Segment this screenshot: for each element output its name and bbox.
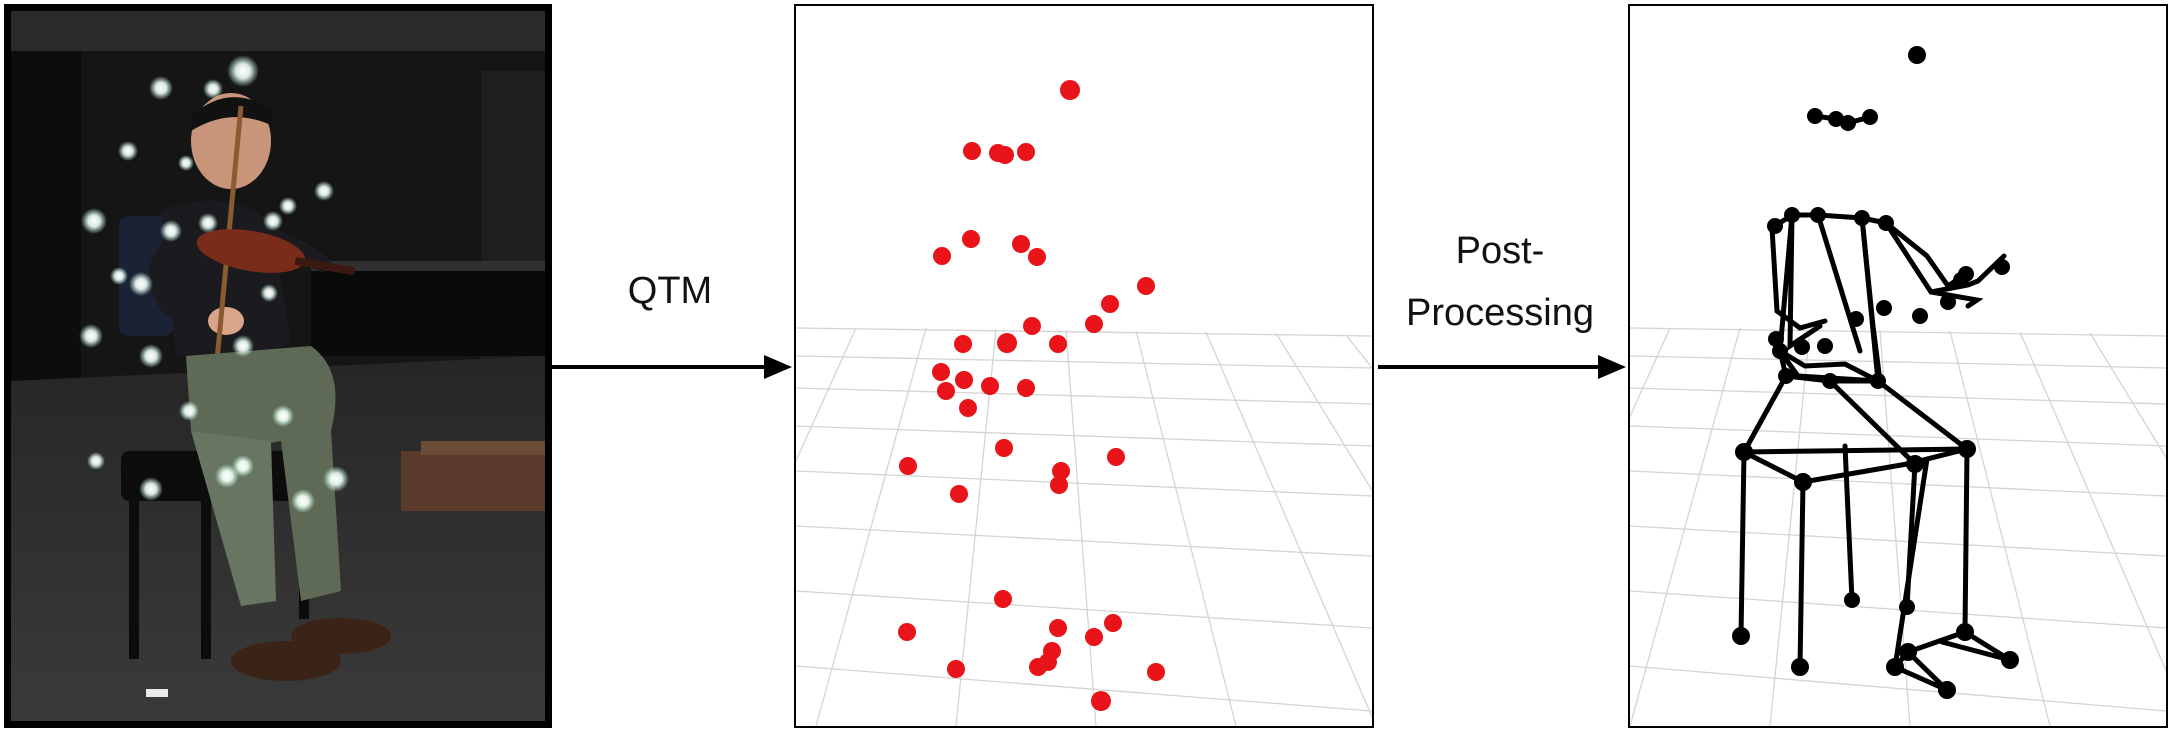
photo-panel bbox=[4, 4, 552, 728]
arrow-to-skeleton bbox=[1378, 355, 1626, 379]
violinist-photo bbox=[11, 11, 545, 721]
post-processing-label-line2: Processing bbox=[1406, 292, 1594, 334]
arrow-to-point-cloud bbox=[552, 355, 792, 379]
qtm-label: QTM bbox=[627, 270, 713, 312]
floor-grid bbox=[796, 327, 1372, 726]
skeleton-bones bbox=[1738, 113, 2012, 693]
skeleton-plot bbox=[1630, 46, 2166, 726]
floor-grid bbox=[1630, 327, 2166, 726]
post-processing-label-line1: Post- bbox=[1455, 230, 1545, 272]
point-cloud-plot bbox=[796, 80, 1372, 726]
skeleton-joints bbox=[1732, 46, 2019, 699]
skeleton-panel bbox=[1628, 4, 2168, 728]
point-cloud-panel bbox=[794, 4, 1374, 728]
red-markers bbox=[898, 80, 1165, 711]
